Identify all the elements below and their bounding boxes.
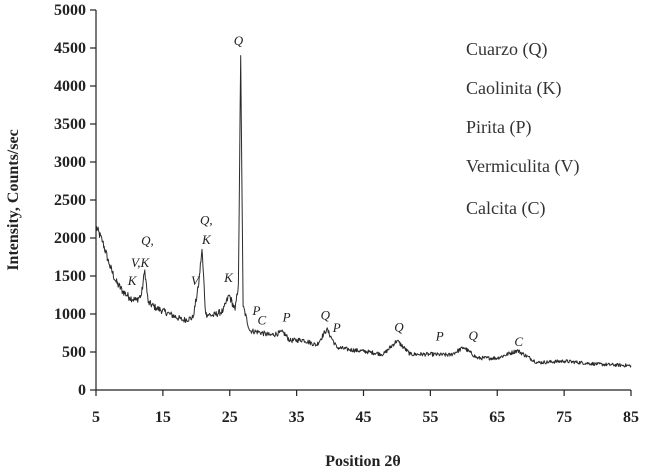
y-tick-label: 0: [78, 382, 86, 399]
x-tick-label: 25: [222, 409, 238, 426]
legend-item-vermiculita: Vermiculita (V): [466, 156, 579, 177]
legend: Cuarzo (Q) Caolinita (K) Pirita (P) Verm…: [466, 39, 579, 219]
peak-label: Q: [394, 319, 404, 334]
peak-label: P: [435, 329, 444, 344]
y-tick-label: 4500: [54, 40, 86, 57]
x-axis-ticks: 5 15 25 35 45 55 65 75 85: [92, 390, 639, 426]
peak-label: P: [252, 303, 261, 318]
peak-label: P: [332, 320, 341, 335]
x-tick-label: 45: [356, 409, 372, 426]
peak-label: K: [201, 232, 212, 247]
y-tick-label: 3500: [54, 116, 86, 133]
y-tick-label: 2000: [54, 230, 86, 247]
peak-label: Q,: [200, 212, 213, 227]
peak-label: C: [258, 313, 267, 328]
peak-label: K: [223, 270, 234, 285]
x-tick-label: 15: [155, 409, 171, 426]
peak-label: C: [514, 334, 523, 349]
peak-label: Q: [321, 307, 331, 322]
legend-item-caolinita: Caolinita (K): [466, 78, 561, 99]
legend-item-calcita: Calcita (C): [466, 198, 545, 219]
y-tick-label: 5000: [54, 2, 86, 19]
legend-item-pirita: Pirita (P): [466, 117, 532, 138]
x-tick-label: 55: [422, 409, 438, 426]
y-tick-label: 3000: [54, 154, 86, 171]
peak-label: Q: [234, 33, 244, 48]
peak-label: Q,: [141, 233, 154, 248]
xrd-trace-line: [95, 55, 632, 368]
y-tick-label: 500: [62, 344, 86, 361]
y-tick-label: 1500: [54, 268, 86, 285]
y-tick-label: 1000: [54, 306, 86, 323]
y-axis-title: Intensity, Counts/sec: [5, 129, 22, 270]
peak-label: K: [127, 273, 138, 288]
peak-label: V,K: [131, 255, 151, 270]
y-tick-label: 2500: [54, 192, 86, 209]
legend-item-cuarzo: Cuarzo (Q): [466, 39, 547, 60]
peak-label: Q: [468, 328, 478, 343]
y-tick-label: 4000: [54, 78, 86, 95]
peak-label: P: [282, 310, 291, 325]
x-axis-title: Position 2θ: [325, 453, 400, 470]
x-tick-label: 85: [623, 409, 639, 426]
x-tick-label: 5: [92, 409, 100, 426]
x-tick-label: 65: [489, 409, 505, 426]
y-axis-ticks: 0 500 1000 1500 2000 2500 3000 3500 4000 4500 5000: [54, 2, 96, 399]
peak-label: V: [191, 273, 201, 288]
x-tick-label: 75: [556, 409, 572, 426]
x-tick-label: 35: [289, 409, 305, 426]
